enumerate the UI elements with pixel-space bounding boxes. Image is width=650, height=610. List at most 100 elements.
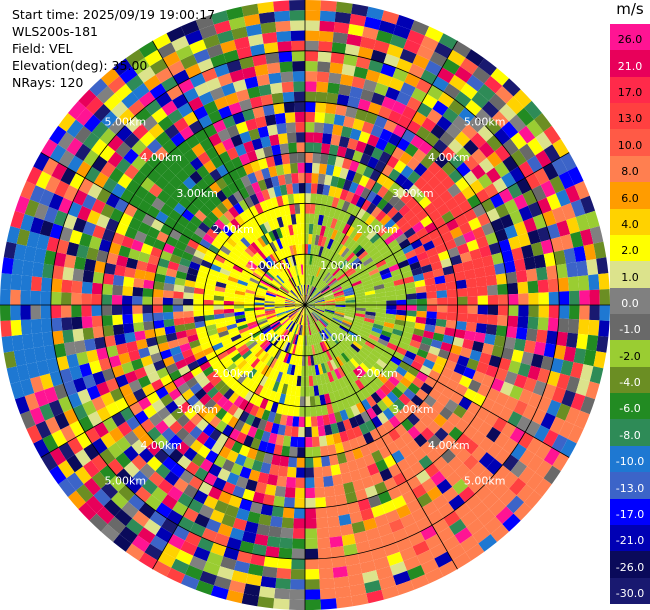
radar-gate [440, 367, 454, 379]
radar-gate [366, 407, 377, 420]
radar-gate [223, 300, 234, 305]
radar-gate [32, 332, 44, 348]
radar-gate [566, 376, 580, 393]
radar-gate [561, 389, 576, 408]
radar-gate [366, 369, 377, 381]
radar-gate [267, 288, 278, 295]
radar-gate [260, 247, 270, 258]
radar-gate [330, 422, 340, 435]
radar-gate [128, 217, 142, 231]
radar-gate [21, 260, 34, 277]
radar-gate [273, 206, 282, 218]
radar-gate [107, 75, 126, 94]
radar-gate [239, 98, 253, 112]
radar-gate [326, 276, 336, 285]
radar-gate [442, 486, 459, 503]
radar-gate [335, 596, 353, 609]
radar-gate [311, 426, 319, 437]
radar-gate [314, 309, 324, 315]
radar-gate [218, 105, 233, 120]
radar-gate [221, 513, 236, 528]
radar-gate [391, 495, 407, 510]
radar-gate [502, 454, 519, 472]
radar-gate [349, 86, 363, 99]
radar-gate [148, 471, 165, 487]
radar-gate [542, 429, 559, 448]
radar-gate [367, 101, 382, 116]
radar-gate [305, 71, 318, 82]
radar-gate [314, 122, 325, 134]
radar-gate [360, 253, 371, 264]
radar-gate [241, 349, 253, 360]
radar-gate [63, 213, 78, 230]
radar-gate [202, 233, 215, 245]
radar-gate [354, 488, 368, 502]
radar-gate [433, 413, 448, 428]
radar-gate [277, 273, 286, 283]
radar-gate [577, 319, 590, 335]
radar-gate [316, 374, 322, 386]
radar-gate [527, 454, 544, 473]
radar-gate [334, 294, 345, 299]
radar-gate [323, 291, 333, 297]
radar-gate [277, 314, 288, 321]
radar-gate [290, 30, 305, 42]
radar-gate [273, 185, 282, 197]
radar-gate [373, 255, 385, 265]
radar-gate [66, 454, 83, 473]
radar-gate [349, 13, 367, 27]
radar-gate [14, 396, 30, 415]
radar-gate [314, 300, 326, 304]
radar-gate [157, 257, 170, 269]
radar-gate [160, 393, 174, 407]
radar-gate [311, 289, 319, 298]
radar-gate [229, 527, 245, 541]
radar-gate [244, 305, 255, 309]
radar-gate [407, 184, 421, 198]
radar-gate [456, 162, 471, 178]
radar-gate [268, 284, 279, 292]
radar-gate [416, 251, 429, 262]
radar-gate [588, 319, 600, 336]
radar-gate [466, 313, 478, 324]
radar-gate [357, 349, 369, 360]
radar-gate [501, 121, 519, 139]
radar-gate [375, 137, 389, 152]
radar-gate [254, 64, 269, 77]
radar-gate [234, 143, 247, 157]
radar-gate [466, 518, 485, 536]
radar-gate [306, 284, 309, 295]
radar-gate [315, 343, 321, 355]
radar-gate [342, 284, 353, 291]
colorbar-segment [610, 366, 650, 394]
radar-gate [277, 291, 287, 297]
radar-gate [344, 311, 356, 316]
radar-gate [317, 173, 326, 185]
radar-gate [428, 369, 441, 382]
radar-gate [326, 92, 339, 105]
radar-gate [189, 72, 206, 88]
radar-gate [308, 324, 312, 336]
radar-gate [355, 247, 366, 258]
radar-gate [234, 260, 246, 270]
radar-gate [267, 332, 277, 341]
radar-gate [435, 318, 447, 328]
radar-gate [91, 198, 106, 215]
radar-gate [279, 414, 288, 426]
radar-gate [395, 294, 407, 301]
radar-gate [247, 260, 258, 270]
radar-gate [526, 437, 543, 455]
radar-gate [323, 313, 333, 319]
radar-gate [337, 327, 348, 335]
radar-gate [233, 202, 245, 215]
radar-gate [470, 132, 487, 149]
radar-gate [274, 10, 291, 22]
radar-gate [308, 335, 312, 346]
radar-gate [184, 531, 202, 547]
radar-gate [157, 478, 174, 495]
radar-gate [220, 556, 237, 571]
radar-gate [463, 155, 479, 171]
radar-gate [283, 204, 291, 216]
radar-gate [308, 233, 313, 245]
radar-gate [205, 351, 217, 361]
